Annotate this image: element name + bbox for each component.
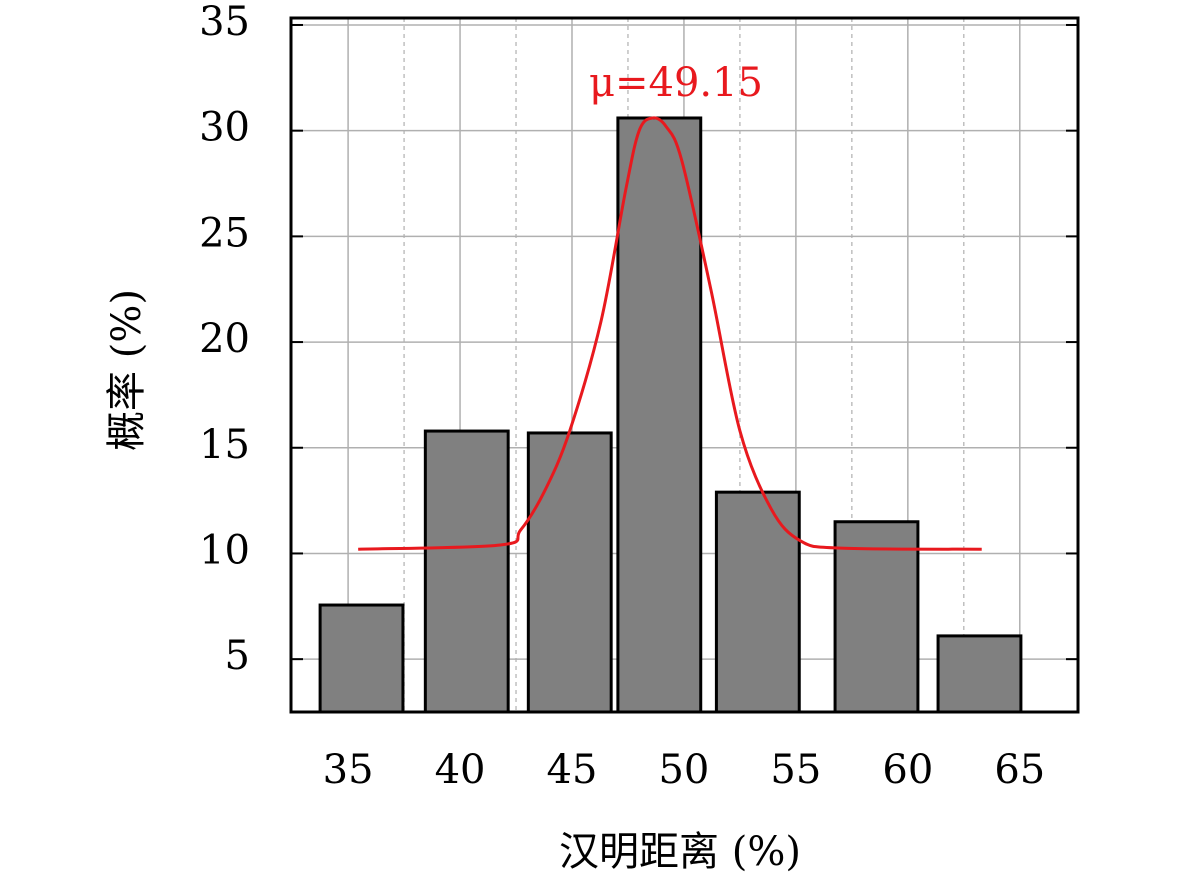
bar <box>526 431 613 714</box>
x-tick-label: 50 <box>658 747 709 793</box>
bar <box>423 429 510 714</box>
bar <box>936 634 1023 714</box>
y-tick-label: 35 <box>199 0 250 45</box>
bar <box>616 116 703 714</box>
y-tick-label: 15 <box>199 422 250 468</box>
x-axis-label: 汉明距离 (%) <box>559 829 801 875</box>
x-tick-label: 40 <box>435 747 486 793</box>
y-axis-label: 概率 (%) <box>104 289 150 451</box>
bar <box>833 520 920 714</box>
x-tick-label: 60 <box>882 747 933 793</box>
y-tick-label: 25 <box>199 210 250 256</box>
x-tick-label: 65 <box>994 747 1045 793</box>
y-tick-label: 20 <box>199 316 250 362</box>
annotation: μ=49.15 <box>589 60 763 106</box>
y-tick-label: 30 <box>199 105 250 151</box>
bar <box>318 603 405 714</box>
bar <box>714 490 801 714</box>
x-tick-label: 45 <box>547 747 598 793</box>
fit-curve <box>358 116 982 551</box>
y-tick-label: 10 <box>199 527 250 573</box>
y-tick-label: 5 <box>225 633 250 679</box>
x-tick-label: 35 <box>323 747 374 793</box>
x-tick-label: 55 <box>770 747 821 793</box>
plot-frame <box>289 16 1080 714</box>
